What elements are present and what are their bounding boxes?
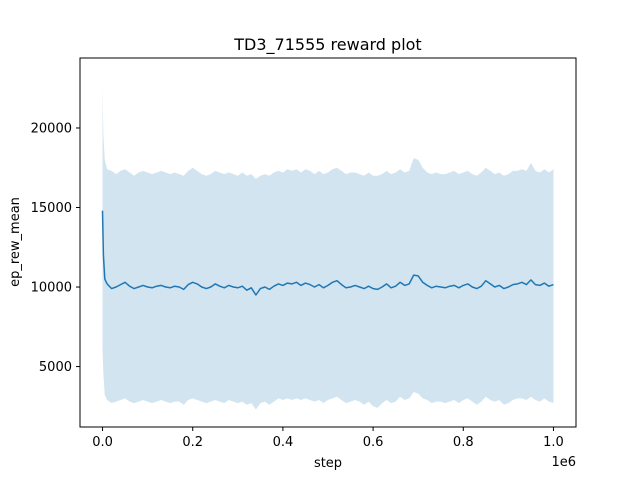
y-tick-label: 10000 (31, 281, 72, 296)
mean-reward-line (101, 210, 554, 296)
x-tick-label: 1.0 (543, 435, 564, 450)
y-axis-label: ep_rew_mean (8, 197, 23, 287)
x-tick-label: 0.0 (92, 435, 113, 450)
axes-frame (79, 57, 577, 428)
std-band (102, 88, 554, 410)
x-axis: 0.0 0.2 0.4 0.6 0.8 1.0 (92, 427, 564, 450)
y-tick-label: 5000 (39, 360, 72, 375)
x-axis-offset-label: 1e6 (551, 455, 576, 470)
x-tick-label: 0.8 (453, 435, 474, 450)
x-axis-label: step (314, 456, 342, 471)
y-axis: 5000 10000 15000 20000 (31, 121, 80, 375)
x-tick-label: 0.4 (273, 435, 294, 450)
x-tick-label: 0.6 (363, 435, 384, 450)
chart-title: TD3_71555 reward plot (233, 35, 421, 55)
plot-area (101, 88, 554, 410)
y-tick-label: 20000 (31, 121, 72, 136)
y-tick-label: 15000 (31, 201, 72, 216)
x-tick-label: 0.2 (182, 435, 203, 450)
